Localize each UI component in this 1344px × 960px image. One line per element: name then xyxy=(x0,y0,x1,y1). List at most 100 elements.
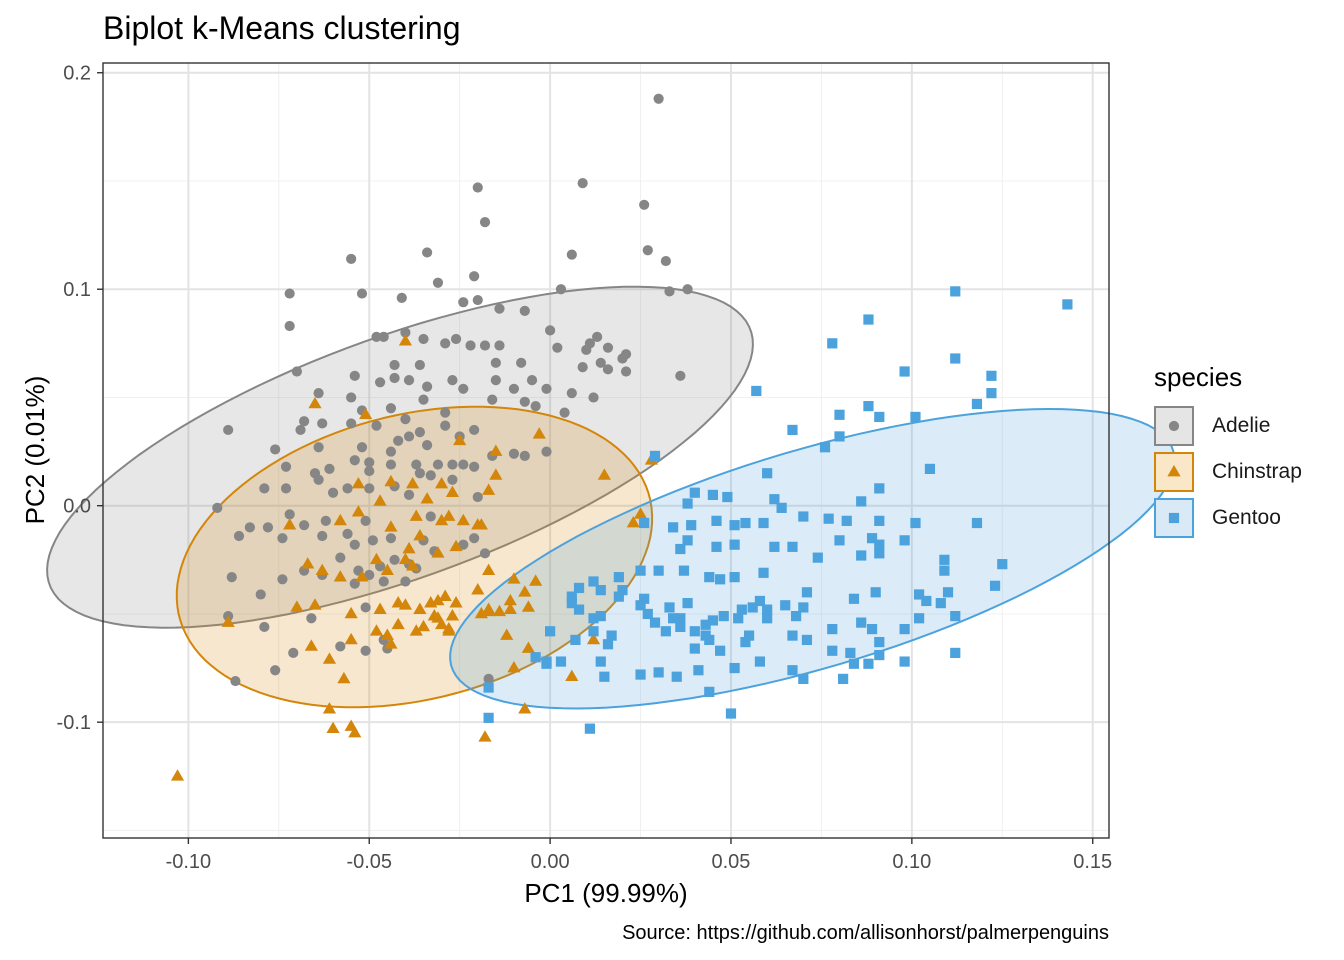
data-point-adelie xyxy=(284,288,295,299)
data-point-adelie xyxy=(389,359,400,371)
data-point-gentoo xyxy=(910,517,921,529)
data-point-adelie xyxy=(566,388,577,399)
data-point-chinstrap xyxy=(308,598,322,610)
data-point-adelie xyxy=(313,442,324,453)
data-point-adelie xyxy=(299,416,310,427)
data-point-chinstrap xyxy=(369,624,384,636)
legend-marker-circle-icon xyxy=(1168,420,1180,432)
data-point-gentoo xyxy=(874,411,885,423)
data-point-gentoo xyxy=(913,613,925,624)
data-point-chinstrap xyxy=(409,624,423,636)
data-point-chinstrap xyxy=(489,468,503,480)
y-tick-label: 0.1 xyxy=(63,279,91,301)
data-point-gentoo xyxy=(729,539,740,550)
data-point-gentoo xyxy=(863,401,874,412)
legend-marker-gentoo xyxy=(1168,512,1180,524)
data-point-gentoo xyxy=(827,623,838,635)
data-point-gentoo xyxy=(675,613,686,624)
data-point-chinstrap xyxy=(333,513,347,526)
data-point-gentoo xyxy=(736,604,747,615)
data-point-chinstrap xyxy=(633,507,648,519)
data-point-adelie xyxy=(526,375,538,386)
data-point-adelie xyxy=(566,249,577,260)
data-point-gentoo xyxy=(856,496,867,507)
data-point-adelie xyxy=(400,576,411,587)
data-point-chinstrap xyxy=(456,513,470,526)
data-point-gentoo xyxy=(986,370,997,381)
data-point-adelie xyxy=(425,511,436,522)
data-point-adelie xyxy=(299,520,310,531)
data-point-gentoo xyxy=(700,630,711,641)
data-point-adelie xyxy=(418,333,429,345)
data-point-adelie xyxy=(432,277,444,288)
data-point-gentoo xyxy=(899,623,910,635)
data-point-gentoo xyxy=(573,582,585,594)
data-point-adelie xyxy=(360,515,371,526)
data-point-gentoo xyxy=(787,541,798,552)
data-point-gentoo xyxy=(675,543,686,555)
data-point-chinstrap xyxy=(449,596,463,608)
data-point-adelie xyxy=(472,491,483,503)
data-point-chinstrap xyxy=(398,552,413,565)
data-point-chinstrap xyxy=(453,433,467,446)
data-point-adelie xyxy=(400,414,411,425)
data-point-adelie xyxy=(360,645,371,656)
data-point-chinstrap xyxy=(384,637,398,649)
x-axis-title: PC1 (99.99%) xyxy=(524,878,687,908)
data-point-gentoo xyxy=(798,511,809,522)
data-point-adelie xyxy=(479,340,491,351)
data-point-adelie xyxy=(450,333,462,345)
data-point-gentoo xyxy=(798,673,809,684)
data-point-adelie xyxy=(324,463,335,475)
data-point-chinstrap xyxy=(384,474,398,487)
data-point-gentoo xyxy=(602,639,614,650)
data-point-chinstrap xyxy=(529,574,543,586)
data-point-gentoo xyxy=(870,587,881,598)
data-point-adelie xyxy=(602,364,614,375)
data-point-gentoo xyxy=(776,502,787,513)
data-point-chinstrap xyxy=(333,570,347,582)
data-point-gentoo xyxy=(924,463,936,475)
data-point-gentoo xyxy=(743,630,755,641)
data-point-gentoo xyxy=(798,602,809,613)
ellipse-chinstrap xyxy=(175,405,654,709)
data-point-adelie xyxy=(617,353,628,364)
data-point-gentoo xyxy=(584,723,596,734)
data-point-gentoo xyxy=(613,572,624,583)
data-point-chinstrap xyxy=(420,492,434,504)
data-point-adelie xyxy=(519,450,530,462)
data-point-adelie xyxy=(682,284,693,295)
data-point-adelie xyxy=(389,554,400,565)
data-point-gentoo xyxy=(588,576,599,587)
data-point-adelie xyxy=(385,533,397,544)
data-point-adelie xyxy=(212,502,223,513)
data-point-adelie xyxy=(440,420,451,431)
data-point-chinstrap xyxy=(532,427,546,439)
points-layer xyxy=(170,93,1073,781)
data-point-gentoo xyxy=(606,630,617,641)
legend-label-adelie: Adelie xyxy=(1212,414,1271,437)
legend-key-chinstrap xyxy=(1154,452,1194,492)
data-point-gentoo xyxy=(863,314,874,325)
data-point-gentoo xyxy=(997,559,1008,570)
data-point-gentoo xyxy=(682,535,693,546)
data-point-adelie xyxy=(335,552,346,563)
data-point-chinstrap xyxy=(391,617,405,630)
data-point-adelie xyxy=(559,407,570,418)
data-point-chinstrap xyxy=(438,589,452,601)
data-point-adelie xyxy=(378,331,389,342)
data-point-adelie xyxy=(675,370,686,381)
data-point-adelie xyxy=(356,288,368,299)
data-point-chinstrap xyxy=(308,396,322,409)
data-point-gentoo xyxy=(863,658,874,669)
data-point-adelie xyxy=(422,247,433,258)
data-point-adelie xyxy=(277,533,288,544)
data-point-chinstrap xyxy=(442,622,456,634)
data-point-gentoo xyxy=(725,708,737,719)
data-point-chinstrap xyxy=(373,602,387,614)
data-point-gentoo xyxy=(834,535,845,546)
data-point-chinstrap xyxy=(482,483,496,495)
data-point-chinstrap xyxy=(445,485,460,498)
x-tick-label: 0.00 xyxy=(531,851,570,873)
